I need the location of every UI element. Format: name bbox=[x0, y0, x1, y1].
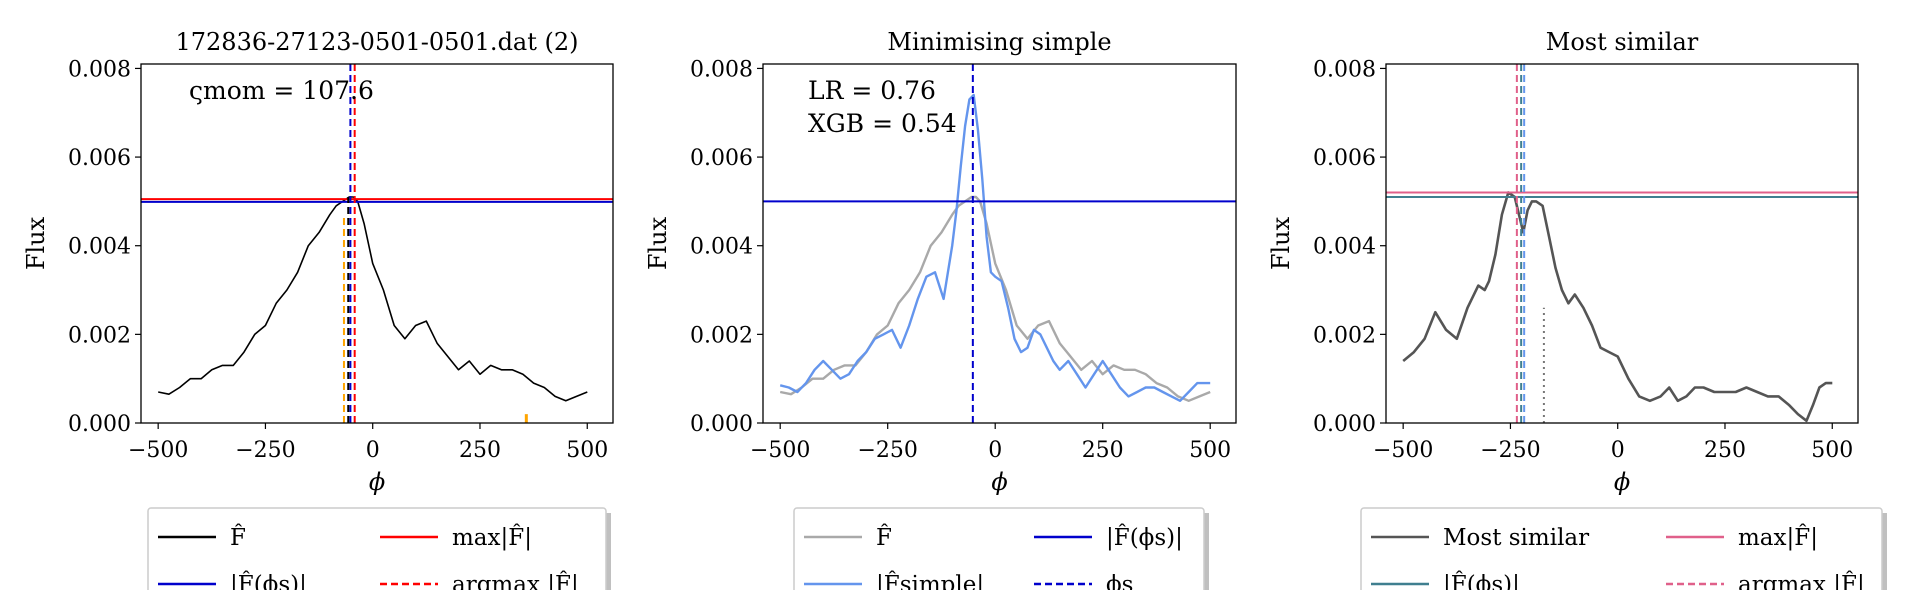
x-axis-label: ϕ bbox=[1614, 468, 1630, 496]
legend: F̂ max|F̂| |F̂(ϕs)| argmax |F̂| bbox=[147, 507, 611, 590]
x-tick-label: 250 bbox=[1704, 438, 1746, 463]
legend-frame bbox=[147, 507, 607, 590]
annotation: LR = 0.76 bbox=[808, 76, 936, 105]
legend-frame bbox=[1360, 507, 1883, 590]
legend-label: F̂ bbox=[230, 525, 246, 551]
legend-label: |F̂simple| bbox=[876, 572, 984, 590]
x-tick-label: −250 bbox=[1480, 438, 1540, 463]
legend-label: max|F̂| bbox=[452, 525, 532, 551]
panel-title: Minimising simple bbox=[887, 28, 1111, 56]
legend: Most similar max|F̂| |F̂(ϕs)| argmax |F̂| bbox=[1360, 507, 1887, 590]
series-line-1 bbox=[1402, 191, 1833, 423]
x-tick-label: −500 bbox=[128, 438, 188, 463]
y-tick-label: 0.002 bbox=[690, 323, 753, 348]
x-tick-label: −500 bbox=[750, 438, 810, 463]
y-tick-label: 0.000 bbox=[690, 412, 753, 437]
y-tick-label: 0.006 bbox=[1313, 146, 1376, 171]
x-tick-label: 250 bbox=[1082, 438, 1124, 463]
panel-title: Most similar bbox=[1546, 28, 1699, 56]
y-tick-label: 0.006 bbox=[68, 146, 131, 171]
y-tick-label: 0.004 bbox=[1313, 235, 1376, 260]
panel-title: 172836-27123-0501-0501.dat (2) bbox=[175, 28, 578, 56]
panel-3: −500 −250 0 250 500 0.000 0.002 0.004 0.006 0.008… bbox=[1267, 28, 1887, 590]
plot-area bbox=[1386, 64, 1858, 423]
y-tick-label: 0.008 bbox=[690, 57, 753, 82]
x-tick-label: 0 bbox=[988, 438, 1002, 463]
legend-label: argmax |F̂| bbox=[1738, 572, 1865, 590]
y-axis-label: Flux bbox=[22, 216, 50, 270]
axes-frame bbox=[1385, 63, 1859, 424]
axes-frame bbox=[140, 63, 614, 424]
legend-label: ϕs bbox=[1106, 572, 1133, 590]
legend-label: max|F̂| bbox=[1738, 525, 1818, 551]
y-tick-label: 0.004 bbox=[690, 235, 753, 260]
y-tick-label: 0.008 bbox=[68, 57, 131, 82]
legend-frame bbox=[793, 507, 1205, 590]
legend-label: Most similar bbox=[1443, 525, 1589, 551]
y-axis-label: Flux bbox=[1267, 216, 1295, 270]
x-tick-label: 500 bbox=[566, 438, 608, 463]
legend-label: |F̂(ϕs)| bbox=[230, 572, 307, 590]
x-tick-label: 500 bbox=[1189, 438, 1231, 463]
x-tick-label: −500 bbox=[1373, 438, 1433, 463]
series-line-2 bbox=[779, 93, 1211, 402]
legend-label: argmax |F̂| bbox=[452, 572, 579, 590]
y-tick-label: 0.000 bbox=[68, 412, 131, 437]
x-tick-label: −250 bbox=[235, 438, 295, 463]
legend-label: |F̂(ϕs)| bbox=[1106, 525, 1183, 551]
y-tick-label: 0.002 bbox=[1313, 323, 1376, 348]
annotation: ςmom = 107.6 bbox=[189, 76, 374, 105]
panel-1: −500 −250 0 250 500 0.000 0.002 0.004 0.006 0.008… bbox=[22, 28, 614, 590]
axes-frame bbox=[762, 63, 1237, 424]
legend-label: |F̂(ϕs)| bbox=[1443, 572, 1520, 590]
y-tick-label: 0.004 bbox=[68, 235, 131, 260]
x-tick-label: 500 bbox=[1811, 438, 1853, 463]
x-tick-label: 0 bbox=[1611, 438, 1625, 463]
y-tick-label: 0.006 bbox=[690, 146, 753, 171]
x-tick-label: 0 bbox=[366, 438, 380, 463]
plot-area bbox=[141, 64, 613, 423]
x-tick-label: 250 bbox=[459, 438, 501, 463]
y-axis-label: Flux bbox=[644, 216, 672, 270]
plot-area bbox=[763, 64, 1236, 423]
x-tick-label: −250 bbox=[857, 438, 917, 463]
y-tick-label: 0.002 bbox=[68, 323, 131, 348]
x-axis-label: ϕ bbox=[991, 468, 1007, 496]
y-tick-label: 0.008 bbox=[1313, 57, 1376, 82]
annotation: XGB = 0.54 bbox=[808, 109, 957, 138]
x-axis-label: ϕ bbox=[369, 468, 385, 496]
y-tick-label: 0.000 bbox=[1313, 412, 1376, 437]
legend-label: F̂ bbox=[876, 525, 892, 551]
panel-2: −500 −250 0 250 500 0.000 0.002 0.004 0.006 0.008… bbox=[644, 28, 1237, 590]
series-line-1 bbox=[158, 196, 588, 402]
legend: F̂ |F̂(ϕs)| |F̂simple| ϕs bbox=[793, 507, 1209, 590]
series-line-1 bbox=[779, 195, 1211, 402]
